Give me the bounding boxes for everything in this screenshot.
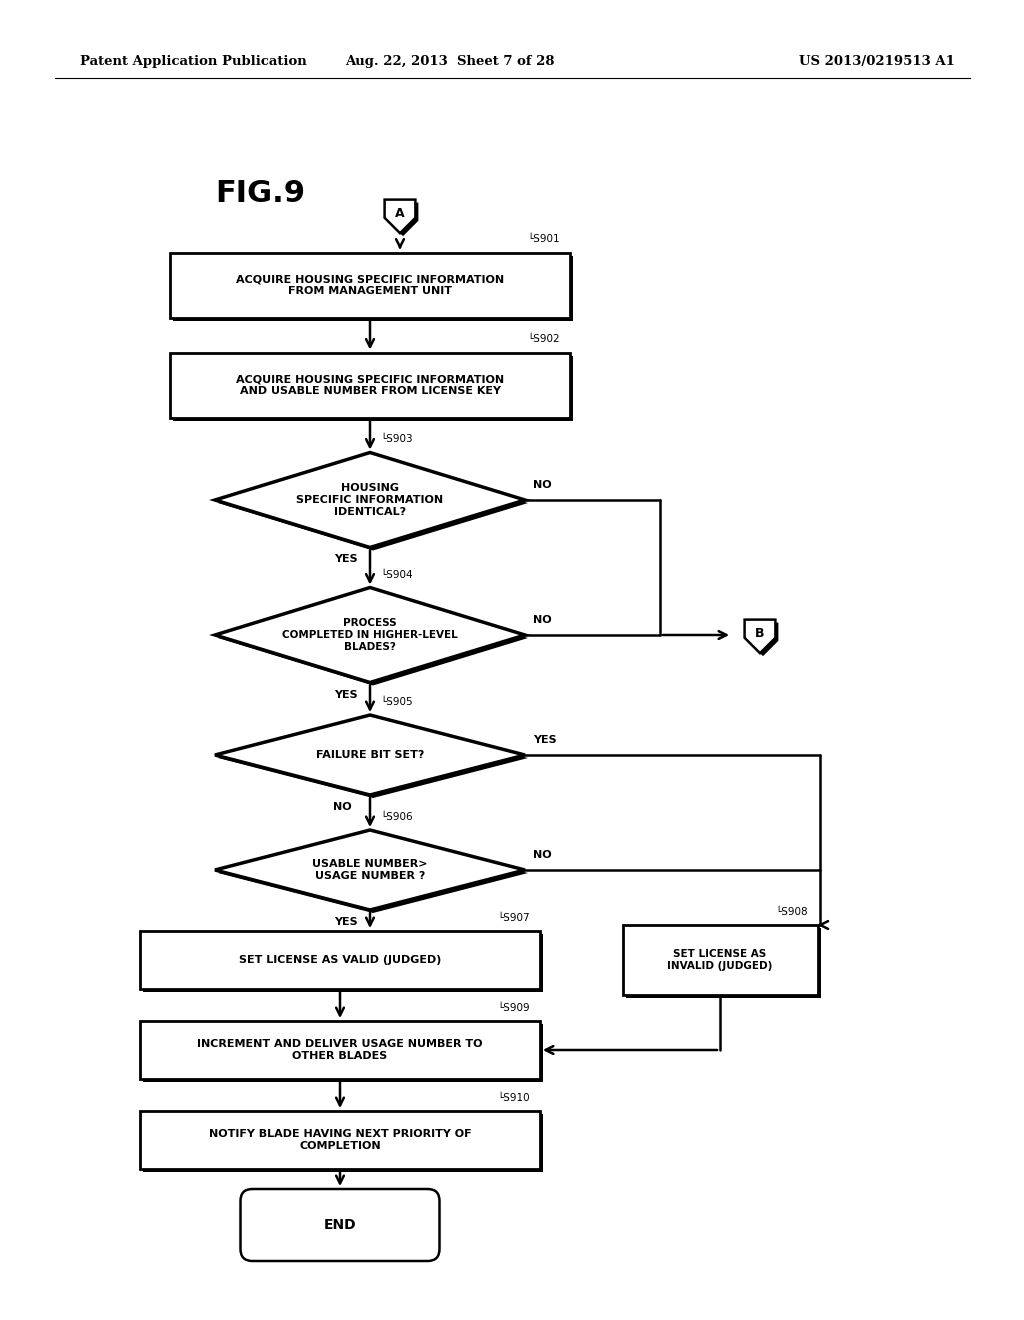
Text: HOUSING
SPECIFIC INFORMATION
IDENTICAL?: HOUSING SPECIFIC INFORMATION IDENTICAL? xyxy=(296,483,443,516)
Text: ACQUIRE HOUSING SPECIFIC INFORMATION
FROM MANAGEMENT UNIT: ACQUIRE HOUSING SPECIFIC INFORMATION FRO… xyxy=(236,275,504,296)
Polygon shape xyxy=(215,587,525,682)
Polygon shape xyxy=(215,715,525,795)
Text: INCREMENT AND DELIVER USAGE NUMBER TO
OTHER BLADES: INCREMENT AND DELIVER USAGE NUMBER TO OT… xyxy=(198,1039,482,1061)
Text: SET LICENSE AS
INVALID (JUDGED): SET LICENSE AS INVALID (JUDGED) xyxy=(668,949,773,970)
Text: FIG.9: FIG.9 xyxy=(215,178,305,207)
Text: YES: YES xyxy=(534,735,557,744)
FancyBboxPatch shape xyxy=(140,1020,540,1078)
Text: NOTIFY BLADE HAVING NEXT PRIORITY OF
COMPLETION: NOTIFY BLADE HAVING NEXT PRIORITY OF COM… xyxy=(209,1129,471,1151)
Text: SET LICENSE AS VALID (JUDGED): SET LICENSE AS VALID (JUDGED) xyxy=(239,954,441,965)
Polygon shape xyxy=(218,833,528,913)
FancyBboxPatch shape xyxy=(140,1111,540,1170)
FancyBboxPatch shape xyxy=(623,925,817,995)
Text: └S905: └S905 xyxy=(380,697,413,708)
Polygon shape xyxy=(388,202,419,236)
Text: ACQUIRE HOUSING SPECIFIC INFORMATION
AND USABLE NUMBER FROM LICENSE KEY: ACQUIRE HOUSING SPECIFIC INFORMATION AND… xyxy=(236,374,504,396)
Text: YES: YES xyxy=(335,917,358,927)
Text: └S908: └S908 xyxy=(775,907,808,917)
Text: A: A xyxy=(395,207,404,220)
FancyBboxPatch shape xyxy=(241,1189,439,1261)
FancyBboxPatch shape xyxy=(143,1024,543,1082)
Text: FAILURE BIT SET?: FAILURE BIT SET? xyxy=(315,750,424,760)
FancyBboxPatch shape xyxy=(140,931,540,989)
Text: PROCESS
COMPLETED IN HIGHER-LEVEL
BLADES?: PROCESS COMPLETED IN HIGHER-LEVEL BLADES… xyxy=(283,618,458,652)
Text: NO: NO xyxy=(534,615,552,624)
FancyBboxPatch shape xyxy=(170,252,570,318)
Polygon shape xyxy=(218,718,528,799)
FancyBboxPatch shape xyxy=(143,935,543,993)
Polygon shape xyxy=(218,455,528,550)
Polygon shape xyxy=(744,619,775,653)
Text: └S904: └S904 xyxy=(380,569,413,579)
Text: NO: NO xyxy=(534,480,552,490)
Text: Aug. 22, 2013  Sheet 7 of 28: Aug. 22, 2013 Sheet 7 of 28 xyxy=(345,55,555,69)
Polygon shape xyxy=(218,590,528,685)
FancyBboxPatch shape xyxy=(173,355,573,421)
Text: YES: YES xyxy=(335,689,358,700)
Text: YES: YES xyxy=(335,554,358,565)
Text: └S909: └S909 xyxy=(498,1003,530,1012)
Text: └S907: └S907 xyxy=(498,913,530,923)
Text: NO: NO xyxy=(334,803,352,812)
Text: └S903: └S903 xyxy=(380,434,413,445)
FancyBboxPatch shape xyxy=(143,1114,543,1172)
Text: NO: NO xyxy=(534,850,552,861)
Text: └S901: └S901 xyxy=(527,235,560,244)
Text: └S906: └S906 xyxy=(380,812,413,822)
Text: USABLE NUMBER>
USAGE NUMBER ?: USABLE NUMBER> USAGE NUMBER ? xyxy=(312,859,428,880)
Text: US 2013/0219513 A1: US 2013/0219513 A1 xyxy=(799,55,955,69)
Text: └S910: └S910 xyxy=(498,1093,530,1104)
Polygon shape xyxy=(215,830,525,909)
Text: Patent Application Publication: Patent Application Publication xyxy=(80,55,307,69)
FancyBboxPatch shape xyxy=(173,256,573,321)
Polygon shape xyxy=(385,199,416,234)
FancyBboxPatch shape xyxy=(170,352,570,417)
FancyBboxPatch shape xyxy=(626,928,820,998)
Polygon shape xyxy=(748,623,778,656)
Text: └S902: └S902 xyxy=(527,334,560,345)
Text: END: END xyxy=(324,1218,356,1232)
Text: B: B xyxy=(756,627,765,640)
Polygon shape xyxy=(215,453,525,548)
